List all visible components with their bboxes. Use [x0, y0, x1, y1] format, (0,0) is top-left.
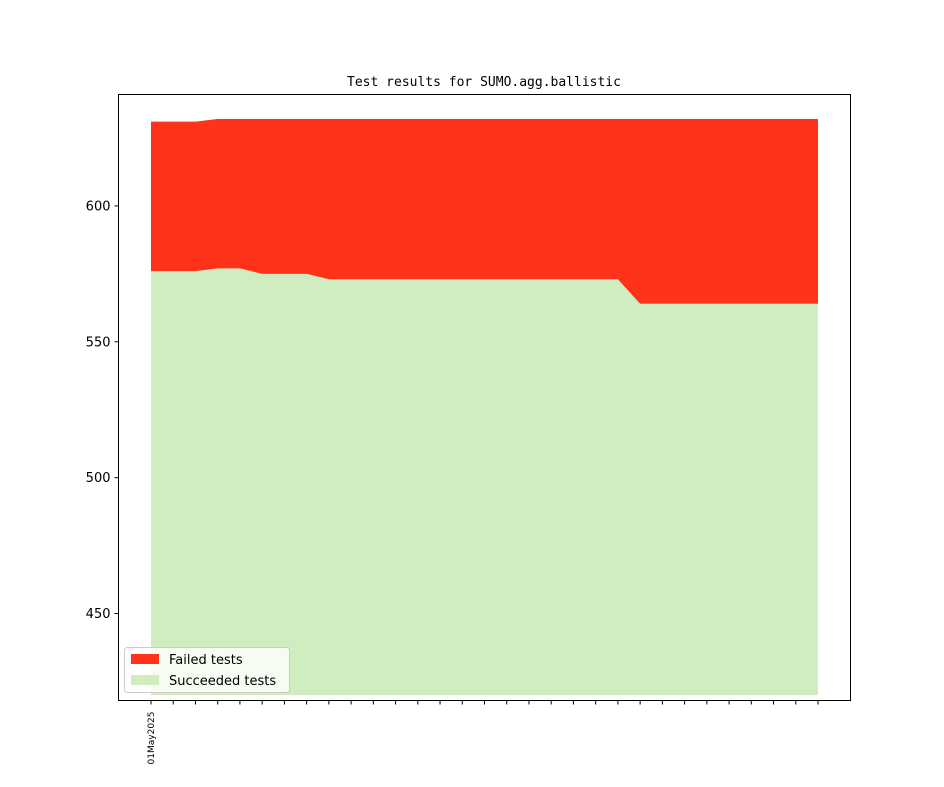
- legend-swatch-failed: [131, 654, 159, 664]
- legend-swatch-succeeded: [131, 675, 159, 685]
- area-layers: [151, 118, 818, 696]
- legend: Failed tests Succeeded tests: [124, 647, 290, 693]
- chart-title: Test results for SUMO.agg.ballistic: [347, 75, 621, 90]
- y-axis: 450 500 550 600: [86, 199, 119, 622]
- y-tick-label: 500: [86, 471, 111, 486]
- y-tick-label: 550: [86, 335, 111, 350]
- legend-label-succeeded: Succeeded tests: [169, 674, 276, 689]
- area-succeeded-tests: [151, 268, 818, 696]
- legend-box: [124, 647, 290, 693]
- x-axis: 01May2025: [147, 700, 819, 765]
- legend-label-failed: Failed tests: [169, 653, 243, 668]
- x-tick-label: 01May2025: [147, 712, 157, 765]
- y-tick-label: 450: [86, 607, 111, 622]
- y-tick-label: 600: [86, 199, 111, 214]
- area-failed-tests: [151, 118, 818, 304]
